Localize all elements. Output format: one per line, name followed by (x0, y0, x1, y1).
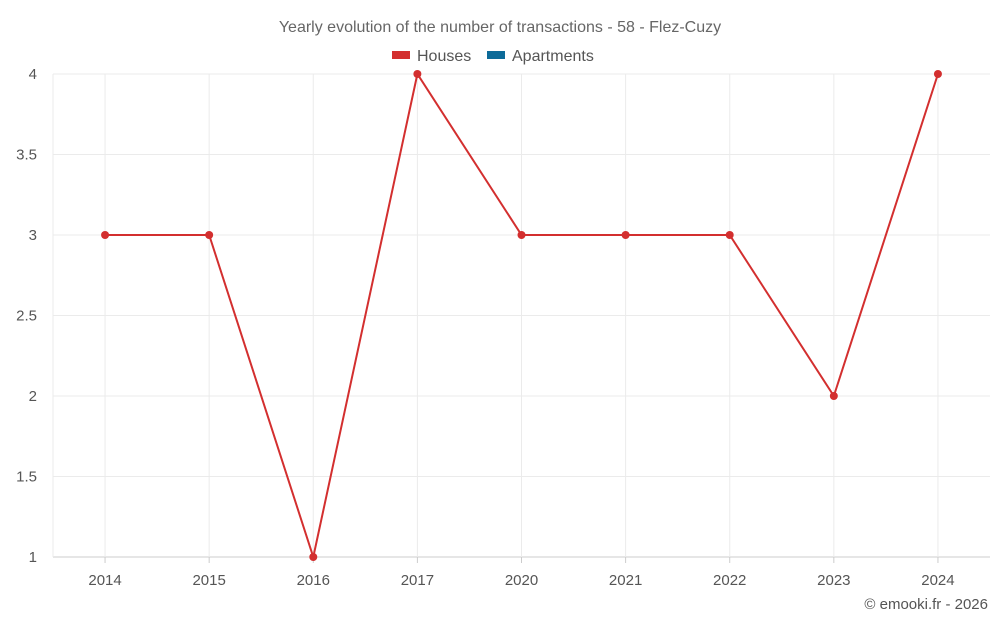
y-tick-label: 2.5 (16, 308, 37, 325)
x-tick-label: 2024 (921, 572, 954, 589)
data-point-houses-2024[interactable] (933, 70, 942, 78)
data-point-houses-2022[interactable] (725, 231, 734, 239)
grid (52, 73, 990, 558)
x-tick-label: 2020 (505, 572, 538, 589)
credit-text: © emooki.fr - 2026 (864, 596, 988, 613)
x-tick-label: 2017 (401, 572, 434, 589)
legend-item-apartments[interactable]: Apartments (487, 48, 594, 65)
y-axis-ticks: 1 1.5 2 2.5 3 3.5 4 (16, 66, 37, 566)
y-tick-label: 3.5 (16, 147, 37, 164)
chart-title: Yearly evolution of the number of transa… (279, 19, 721, 36)
data-point-houses-2017[interactable] (413, 70, 422, 78)
y-tick-label: 1.5 (16, 469, 37, 486)
data-point-houses-2016[interactable] (309, 553, 318, 561)
x-tick-label: 2014 (88, 572, 121, 589)
data-point-houses-2021[interactable] (621, 231, 630, 239)
y-tick-label: 1 (29, 549, 37, 566)
legend-label-houses: Houses (417, 48, 471, 65)
legend: Houses Apartments (392, 48, 594, 65)
legend-swatch-houses (392, 51, 410, 59)
x-tick-label: 2023 (817, 572, 850, 589)
legend-item-houses[interactable]: Houses (392, 48, 471, 65)
y-tick-label: 3 (29, 227, 37, 244)
data-point-houses-2015[interactable] (205, 231, 214, 239)
data-point-houses-2023[interactable] (829, 392, 838, 400)
legend-label-apartments: Apartments (512, 48, 594, 65)
legend-swatch-apartments (487, 51, 505, 59)
series-houses (101, 70, 942, 561)
x-axis-ticks: 2014 2015 2016 2017 2020 2021 2022 2023 2024 (88, 557, 955, 589)
y-tick-label: 2 (29, 388, 37, 405)
x-tick-label: 2021 (609, 572, 642, 589)
y-tick-label: 4 (29, 66, 37, 83)
x-tick-label: 2022 (713, 572, 746, 589)
x-tick-label: 2016 (297, 572, 330, 589)
data-point-houses-2014[interactable] (101, 231, 110, 239)
x-tick-label: 2015 (192, 572, 225, 589)
data-point-houses-2020[interactable] (517, 231, 526, 239)
